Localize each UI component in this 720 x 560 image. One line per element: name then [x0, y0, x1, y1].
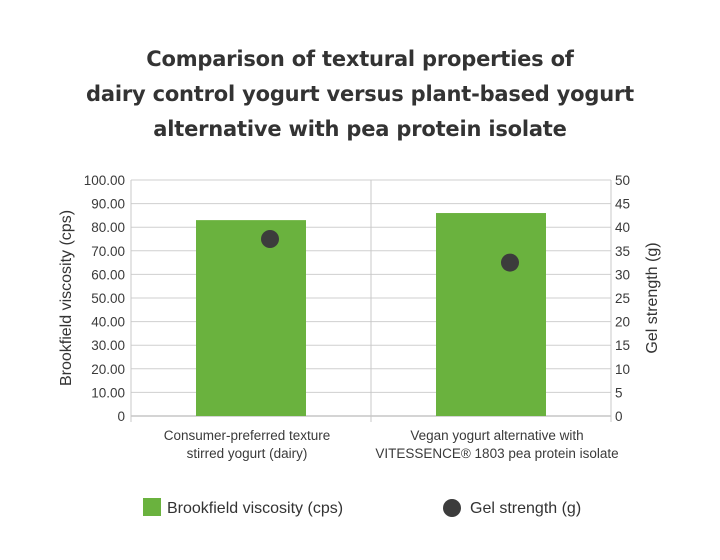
category-label-2-line-2: VITESSENCE® 1803 pea protein isolate [375, 446, 618, 461]
right-tick-label: 15 [615, 338, 630, 353]
left-axis-title: Brookfield viscosity (cps) [58, 210, 75, 386]
legend-label-viscosity: Brookfield viscosity (cps) [167, 500, 343, 517]
legend-label-gel-strength: Gel strength (g) [470, 500, 581, 517]
right-tick-label: 20 [615, 315, 630, 330]
right-tick-label: 35 [615, 244, 630, 259]
left-axis-ticks: 100.00 90.00 80.00 70.00 60.00 50.00 40.00 30.0… [84, 173, 125, 424]
gel-strength-points [261, 230, 519, 272]
left-tick-label: 100.00 [84, 173, 125, 188]
right-tick-label: 10 [615, 362, 630, 377]
left-tick-label: 60.00 [91, 267, 125, 282]
right-tick-label: 30 [615, 267, 630, 282]
right-tick-label: 25 [615, 291, 630, 306]
left-tick-label: 10.00 [91, 385, 125, 400]
right-tick-label: 50 [615, 173, 630, 188]
left-tick-label: 70.00 [91, 244, 125, 259]
category-label-2-line-1: Vegan yogurt alternative with [410, 428, 583, 443]
right-tick-label: 40 [615, 220, 630, 235]
viscosity-bar [436, 213, 546, 416]
left-tick-label: 50.00 [91, 291, 125, 306]
category-label-1-line-1: Consumer-preferred texture [164, 428, 331, 443]
left-tick-label: 30.00 [91, 338, 125, 353]
gel-strength-point [501, 253, 519, 272]
left-tick-label: 90.00 [91, 197, 125, 212]
legend-marker-gel-strength [443, 499, 461, 517]
left-tick-label: 80.00 [91, 220, 125, 235]
legend-swatch-viscosity [143, 498, 161, 516]
right-tick-label: 5 [615, 385, 623, 400]
left-tick-label: 20.00 [91, 362, 125, 377]
gel-strength-point [261, 230, 279, 248]
left-tick-label: 0 [117, 409, 125, 424]
chart-title-line-3: alternative with pea protein isolate [153, 117, 567, 141]
right-tick-label: 0 [615, 409, 623, 424]
chart-title-line-1: Comparison of textural properties of [146, 47, 574, 71]
left-tick-label: 40.00 [91, 315, 125, 330]
chart-title-line-2: dairy control yogurt versus plant-based … [86, 82, 634, 106]
right-tick-label: 45 [615, 197, 630, 212]
viscosity-bar [196, 220, 306, 416]
right-axis-title: Gel strength (g) [644, 242, 661, 353]
bars [196, 213, 546, 416]
category-label-1-line-2: stirred yogurt (dairy) [187, 446, 308, 461]
